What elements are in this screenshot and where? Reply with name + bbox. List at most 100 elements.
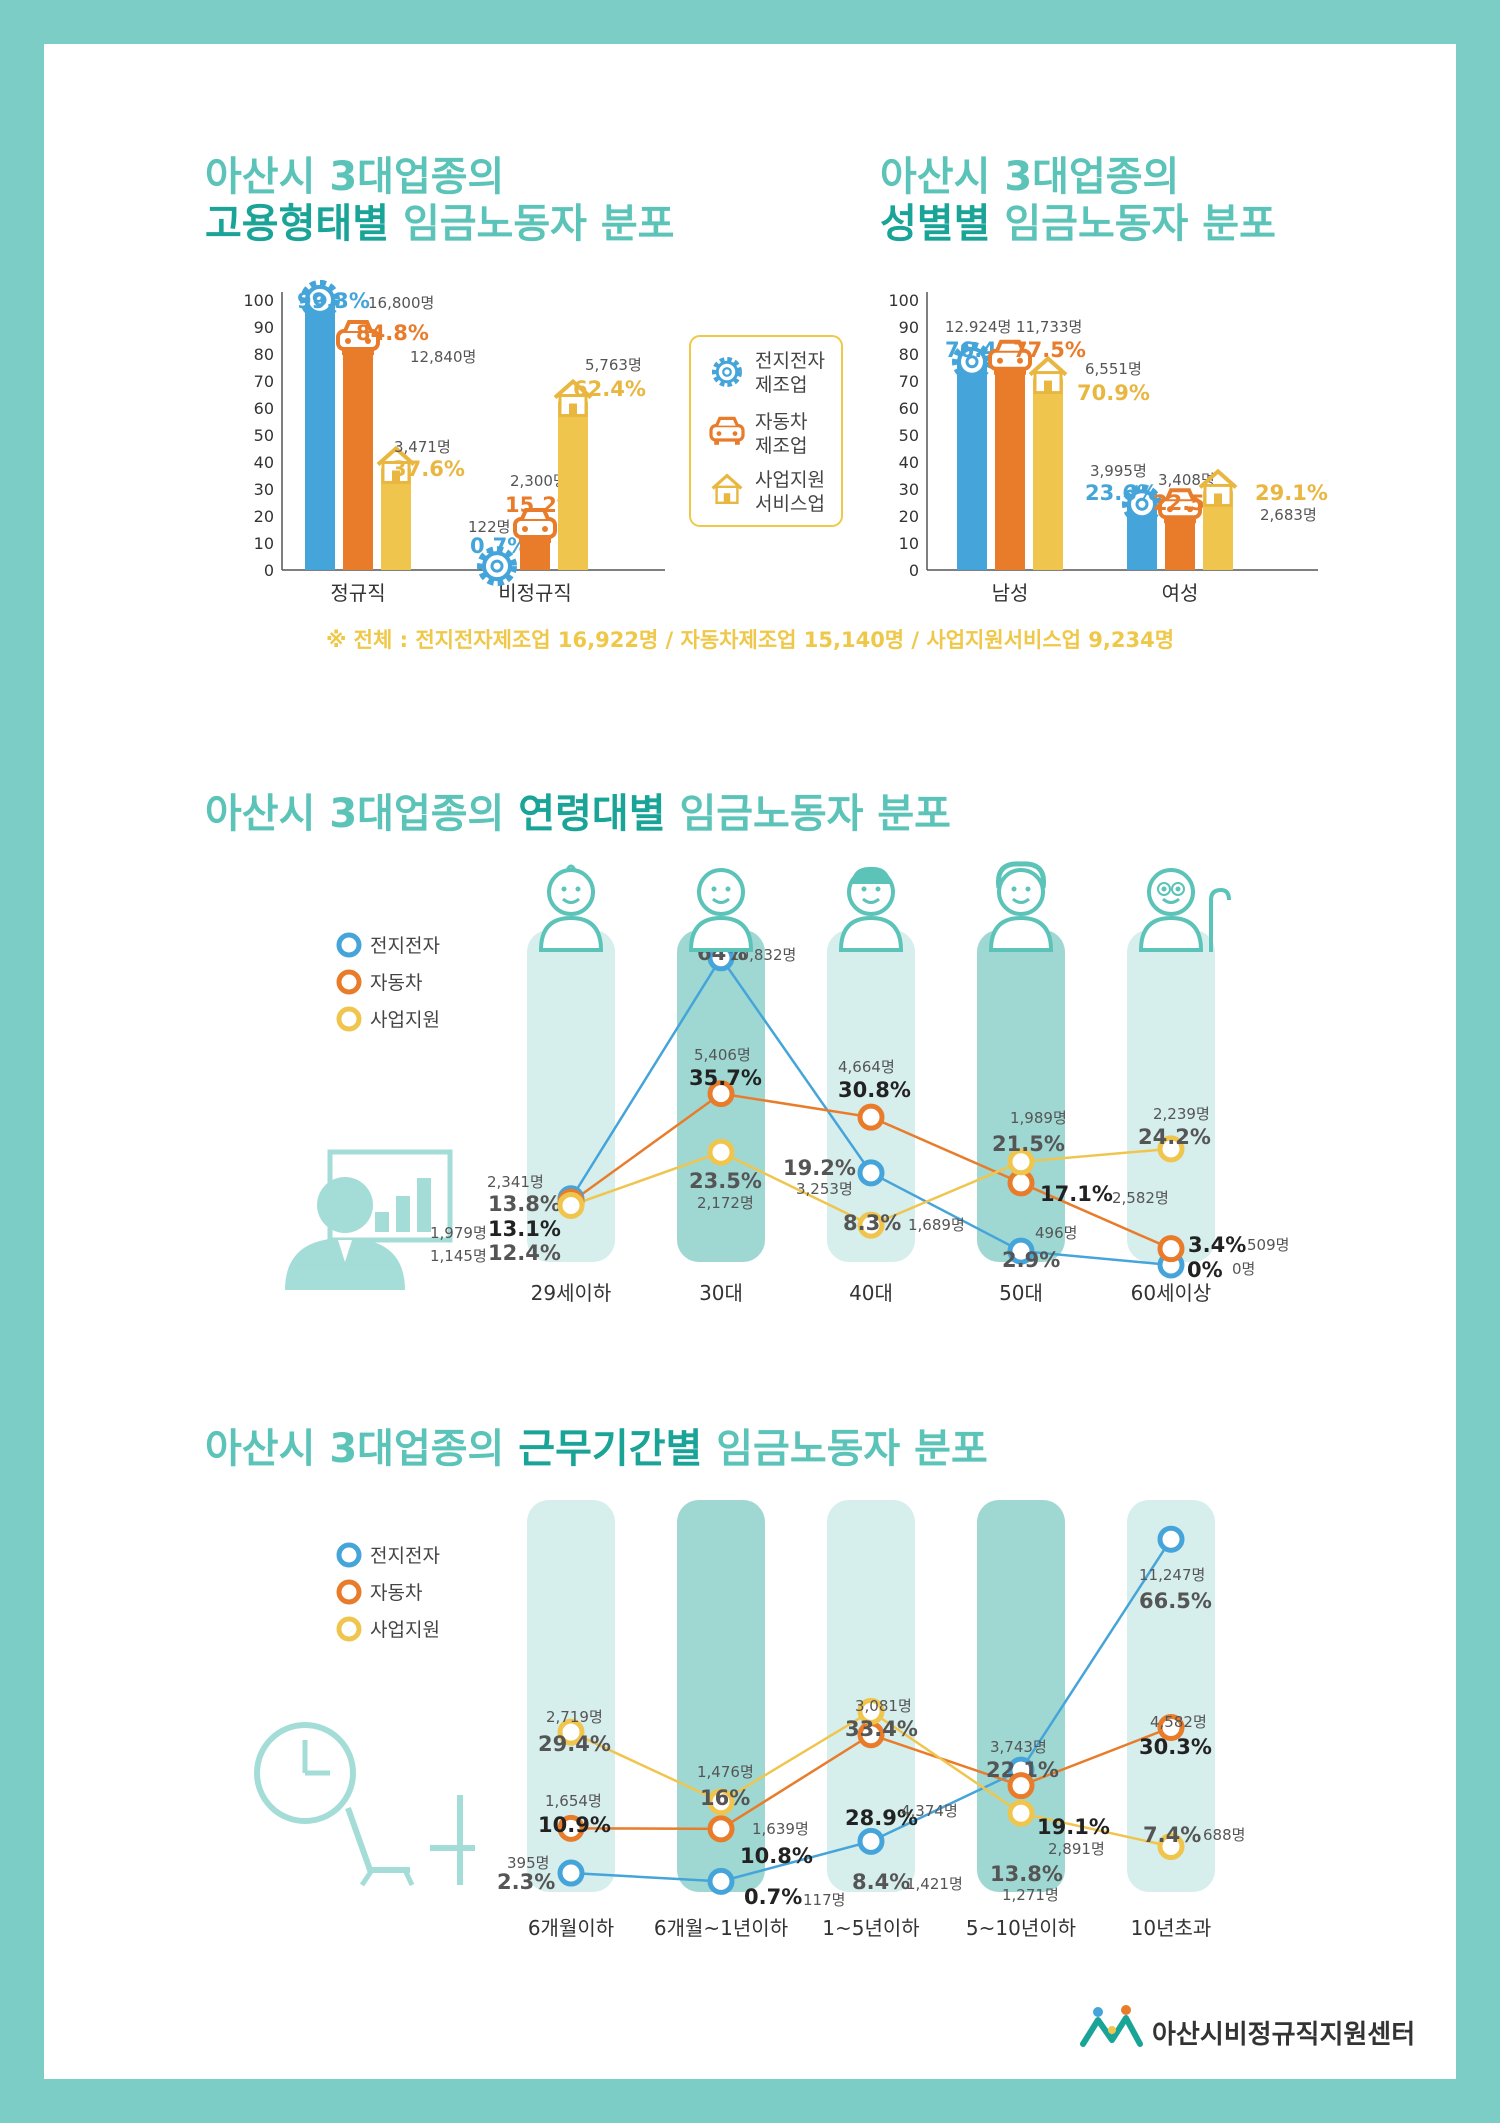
data-point <box>857 1103 885 1131</box>
data-label-percent: 19.2% <box>783 1156 856 1180</box>
data-point <box>707 1080 735 1108</box>
x-category-label: 30대 <box>699 1281 743 1305</box>
data-label-percent: 21.5% <box>992 1132 1065 1156</box>
legend-service-line1: 사업지원 <box>755 469 825 491</box>
column-band <box>1127 1500 1215 1892</box>
column-band <box>827 930 915 1262</box>
data-label-percent: 2.3% <box>497 1870 555 1894</box>
young-man-icon <box>689 868 753 952</box>
age-legend-auto: 자동차 <box>370 972 422 994</box>
x-category-label: 10년초과 <box>1131 1916 1212 1940</box>
logo-text: 아산시비정규직지원센터 <box>1152 2020 1415 2050</box>
tenure-title-prefix: 아산시 3대업종의 <box>205 1426 504 1472</box>
tenure-line-chart: 6개월이하 6개월~1년이하 1~5년이하 5~10년이하 10년초과 2.3%395명 0… <box>497 1500 1245 1940</box>
column-band <box>977 1500 1065 1892</box>
y-tick-label: 40 <box>899 453 919 472</box>
data-point <box>1007 1237 1035 1265</box>
bar <box>1033 378 1063 570</box>
data-label-percent: 8.4% <box>852 1870 910 1894</box>
data-label-count: 0명 <box>1232 1260 1255 1278</box>
data-label-percent: 7.4% <box>1143 1823 1201 1847</box>
data-label-count: 509명 <box>1247 1236 1289 1254</box>
y-tick-label: 10 <box>254 534 274 553</box>
data-point <box>1157 1525 1185 1553</box>
age-title-highlight: 연령대별 <box>518 791 665 837</box>
data-label-count: 1,639명 <box>752 1820 809 1838</box>
clock-chair-illustration <box>254 1722 475 1887</box>
data-label-count: 4,664명 <box>838 1058 895 1076</box>
data-label-count: 1,145명 <box>430 1247 487 1265</box>
legend-dot-electronics <box>336 1542 362 1568</box>
data-point <box>1157 1135 1185 1163</box>
data-label-percent: 0.7% <box>744 1885 802 1909</box>
age-legend: 전지전자 자동차 사업지원 <box>336 932 440 1032</box>
data-label-count: 496명 <box>1035 1224 1077 1242</box>
middle-aged-man-icon <box>839 866 903 952</box>
x-category-label: 남성 <box>992 581 1029 605</box>
data-label-percent: 28.9% <box>845 1806 918 1830</box>
bar <box>381 468 411 570</box>
age-title-rest: 임금노동자 분포 <box>679 791 951 837</box>
total-note: ※ 전체 : 전지전자제조업 16,922명 / 자동차제조업 15,140명 … <box>326 628 1174 652</box>
legend-electronics-line1: 전지전자 <box>755 350 825 372</box>
data-label-percent: 29.4% <box>538 1732 611 1756</box>
gender-title-rest: 임금노동자 분포 <box>1004 201 1276 247</box>
data-label-percent: 70.9% <box>1077 381 1150 405</box>
data-label-count: 1,689명 <box>908 1216 965 1234</box>
y-tick-label: 70 <box>254 372 274 391</box>
data-label-count: 5,406명 <box>694 1046 751 1064</box>
data-label-percent: 0% <box>1187 1258 1223 1282</box>
employment-bar-chart: 0 10 20 30 40 50 60 70 80 90 100 정규직 99.3%16,800명 84.… <box>243 283 665 605</box>
data-point <box>1157 1833 1185 1861</box>
x-category-label: 5~10년이하 <box>966 1916 1076 1940</box>
data-point <box>1007 1799 1035 1827</box>
data-label-count: 2,172명 <box>697 1194 754 1212</box>
y-tick-label: 90 <box>899 318 919 337</box>
data-label-count: 3,995명 <box>1090 462 1147 480</box>
tenure-legend-electronics: 전지전자 <box>370 1545 440 1567</box>
bar <box>558 401 588 570</box>
tenure-legend-service: 사업지원 <box>370 1619 440 1641</box>
bar <box>343 341 373 570</box>
y-tick-label: 60 <box>899 399 919 418</box>
legend-electronics-line2: 제조업 <box>755 374 807 396</box>
data-label-count: 1,421명 <box>906 1875 963 1893</box>
data-label-percent: 24.2% <box>1138 1125 1211 1149</box>
legend-dot-auto <box>336 969 362 995</box>
legend-auto-line1: 자동차 <box>755 411 807 433</box>
data-label-count: 117명 <box>803 1891 845 1909</box>
y-tick-label: 50 <box>899 426 919 445</box>
data-label-count: 2,683명 <box>1260 506 1317 524</box>
column-band <box>527 1500 615 1892</box>
data-label-count: 6,551명 <box>1085 360 1142 378</box>
bar <box>957 363 987 570</box>
tenure-title: 아산시 3대업종의 근무기간별 임금노동자 분포 <box>205 1426 988 1472</box>
data-label-percent: 99.3% <box>297 289 370 313</box>
data-label-count: 3,471명 <box>394 438 451 456</box>
data-label-percent: 8.3% <box>843 1211 901 1235</box>
data-point <box>557 1814 585 1842</box>
legend-auto-line2: 제조업 <box>755 435 807 457</box>
data-label-count: 2,719명 <box>546 1708 603 1726</box>
data-label-count: 12,840명 <box>410 348 476 366</box>
y-tick-label: 50 <box>254 426 274 445</box>
age-legend-electronics: 전지전자 <box>370 935 440 957</box>
y-tick-label: 20 <box>899 507 919 526</box>
column-band <box>977 930 1065 1262</box>
data-label-percent: 13.8% <box>990 1862 1063 1886</box>
column-band <box>1127 930 1215 1262</box>
age-legend-service: 사업지원 <box>370 1009 440 1031</box>
tenure-title-highlight: 근무기간별 <box>518 1426 702 1472</box>
data-label-percent: 29.1% <box>1255 481 1328 505</box>
data-label-percent: 13.8% <box>488 1192 561 1216</box>
y-tick-label: 10 <box>899 534 919 553</box>
y-tick-label: 90 <box>254 318 274 337</box>
data-label-count: 1,271명 <box>1002 1886 1059 1904</box>
data-label-percent: 30.3% <box>1139 1735 1212 1759</box>
age-title-prefix: 아산시 3대업종의 <box>205 791 504 837</box>
tenure-legend-auto: 자동차 <box>370 1582 422 1604</box>
data-label-percent: 3.4% <box>1188 1233 1246 1257</box>
data-label-percent: 66.5% <box>1139 1589 1212 1613</box>
tenure-legend: 전지전자 자동차 사업지원 <box>336 1542 440 1642</box>
